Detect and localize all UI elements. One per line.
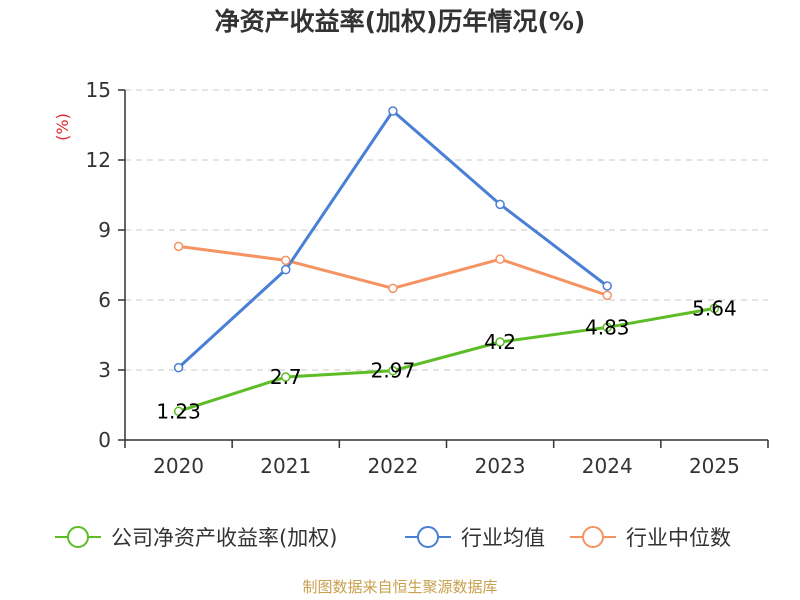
chart-title: 净资产收益率(加权)历年情况(%) bbox=[214, 7, 586, 36]
legend-label-1: 行业均值 bbox=[461, 526, 545, 550]
series-lines bbox=[177, 109, 715, 413]
x-tick-label-2024: 2024 bbox=[582, 454, 633, 478]
y-axis-ticks: 0 3 6 9 12 15 bbox=[86, 78, 125, 452]
data-point-1-2023 bbox=[495, 199, 505, 210]
data-label-2021: 2.7 bbox=[270, 365, 302, 389]
legend-item-1[interactable]: 行业均值 bbox=[405, 526, 545, 550]
y-axis-unit-label: (%) bbox=[53, 113, 72, 141]
legend-marker-0 bbox=[67, 526, 89, 548]
x-tick-label-2020: 2020 bbox=[153, 454, 204, 478]
data-label-2024: 4.83 bbox=[585, 315, 630, 339]
grid-lines bbox=[125, 89, 768, 371]
y-tick-label-0: 0 bbox=[98, 428, 111, 452]
legend-label-2: 行业中位数 bbox=[626, 526, 731, 550]
y-tick-label-3: 3 bbox=[98, 358, 111, 382]
y-tick-label-9: 9 bbox=[98, 218, 111, 242]
data-point-2-2022 bbox=[388, 283, 398, 294]
data-label-2022: 2.97 bbox=[371, 359, 416, 383]
legend-item-2[interactable]: 行业中位数 bbox=[570, 526, 731, 550]
series-line-0 bbox=[178, 306, 715, 413]
data-point-1-2021 bbox=[281, 264, 291, 275]
legend-marker-1 bbox=[417, 526, 439, 548]
data-point-2-2024 bbox=[602, 290, 612, 301]
data-label-2025: 5.64 bbox=[692, 296, 737, 320]
data-point-2-2023 bbox=[495, 254, 505, 264]
legend-label-0: 公司净资产收益率(加权) bbox=[111, 526, 337, 550]
data-label-2020: 1.23 bbox=[156, 399, 201, 423]
y-tick-label-12: 12 bbox=[86, 148, 111, 172]
data-labels: 1.23 2.7 2.97 4.2 4.83 5.64 bbox=[156, 296, 736, 423]
x-axis-ticks: 2020 2021 2022 2023 2024 2025 bbox=[124, 440, 769, 478]
x-tick-label-2025: 2025 bbox=[689, 454, 740, 478]
series-points bbox=[173, 106, 720, 417]
data-point-0-2023 bbox=[495, 337, 505, 347]
series-line-1 bbox=[177, 109, 609, 369]
x-tick-label-2023: 2023 bbox=[475, 454, 526, 478]
data-point-0-2025 bbox=[709, 303, 720, 314]
x-tick-label-2021: 2021 bbox=[260, 454, 311, 478]
legend: 公司净资产收益率(加权) 行业均值 行业中位数 bbox=[55, 526, 731, 550]
data-point-0-2021 bbox=[281, 372, 291, 382]
source-footer: 制图数据来自恒生聚源数据库 bbox=[302, 578, 498, 596]
data-point-0-2024 bbox=[602, 322, 612, 333]
legend-item-0[interactable]: 公司净资产收益率(加权) bbox=[55, 526, 337, 550]
data-point-0-2020 bbox=[173, 406, 184, 417]
data-point-0-2022 bbox=[388, 365, 398, 376]
data-point-1-2020 bbox=[173, 362, 184, 373]
axes: (%) bbox=[53, 90, 768, 441]
y-tick-label-6: 6 bbox=[98, 288, 111, 312]
y-tick-label-15: 15 bbox=[86, 78, 111, 102]
data-point-1-2024 bbox=[602, 281, 612, 291]
legend-marker-2 bbox=[582, 526, 604, 548]
data-point-1-2022 bbox=[388, 106, 398, 116]
x-tick-label-2022: 2022 bbox=[367, 454, 418, 478]
data-point-2-2020 bbox=[173, 241, 184, 252]
data-point-2-2021 bbox=[281, 255, 291, 266]
data-label-2023: 4.2 bbox=[484, 330, 516, 354]
